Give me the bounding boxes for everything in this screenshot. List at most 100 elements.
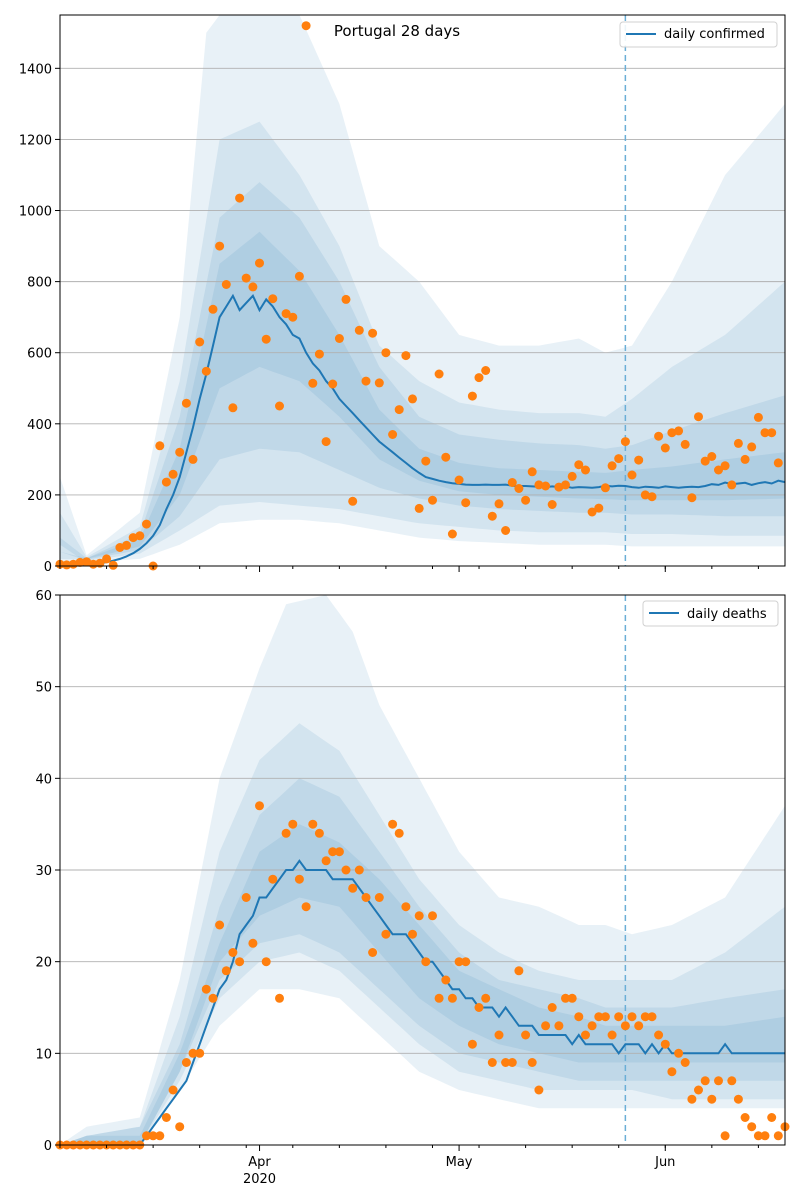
observed-point: [527, 467, 537, 477]
observed-point: [494, 1030, 504, 1040]
chart-title: Portugal 28 days: [334, 22, 460, 40]
observed-point: [514, 484, 524, 493]
observed-point: [521, 495, 531, 505]
observed-point: [714, 1076, 723, 1086]
y-tick-label: 50: [35, 681, 52, 696]
observed-point: [168, 1085, 178, 1095]
observed-point: [753, 412, 763, 422]
observed-point: [241, 273, 251, 283]
observed-point: [401, 351, 411, 361]
observed-point: [195, 1048, 205, 1058]
y-tick-label: 1000: [19, 205, 52, 220]
observed-point: [687, 1094, 697, 1104]
observed-point: [348, 883, 358, 893]
observed-point: [341, 865, 351, 875]
observed-point: [654, 1030, 664, 1040]
observed-point: [75, 557, 85, 567]
observed-point: [561, 993, 570, 1003]
observed-point: [175, 1122, 185, 1132]
observed-point: [647, 492, 657, 502]
observed-point: [481, 993, 491, 1003]
observed-point: [507, 1058, 517, 1067]
observed-point: [680, 1058, 690, 1067]
observed-point: [447, 993, 457, 1003]
observed-point: [175, 447, 185, 457]
y-tick-label: 800: [27, 276, 52, 291]
observed-point: [773, 458, 783, 468]
observed-point: [727, 1076, 737, 1086]
observed-point: [408, 394, 417, 404]
observed-point: [534, 480, 544, 490]
observed-point: [181, 1058, 191, 1067]
observed-point: [740, 1113, 750, 1122]
observed-point: [581, 465, 590, 475]
observed-point: [228, 403, 238, 413]
observed-point: [720, 461, 730, 471]
observed-point: [208, 304, 218, 314]
observed-point: [275, 401, 284, 411]
observed-point: [381, 929, 391, 939]
uncertainty-band-2: [60, 182, 785, 560]
observed-point: [281, 309, 291, 319]
observed-point: [288, 819, 298, 829]
observed-point: [394, 405, 404, 415]
observed-point: [547, 1003, 557, 1012]
observed-point: [368, 328, 378, 338]
observed-point: [421, 456, 431, 466]
observed-point: [414, 911, 424, 921]
observed-point: [587, 507, 597, 517]
observed-point: [467, 1039, 477, 1049]
observed-point: [188, 1048, 198, 1058]
legend-label: daily confirmed: [664, 27, 765, 42]
observed-point: [507, 478, 517, 487]
confirmed-legend: daily confirmed: [619, 21, 778, 48]
observed-point: [228, 948, 238, 957]
observed-point: [634, 455, 644, 465]
observed-point: [474, 1003, 484, 1012]
uncertainty-band-3: [60, 231, 785, 563]
observed-point: [161, 477, 171, 487]
y-tick-label: 1400: [19, 62, 52, 77]
observed-point: [514, 966, 524, 976]
y-tick-label: 20: [35, 956, 52, 971]
observed-point: [620, 437, 630, 447]
observed-point: [760, 428, 770, 438]
observed-point: [627, 1012, 637, 1022]
observed-point: [707, 452, 717, 461]
observed-point: [328, 379, 338, 389]
observed-point: [487, 1058, 497, 1067]
uncertainty-band-0: [60, 15, 785, 563]
observed-point: [334, 847, 344, 857]
observed-point: [720, 1131, 730, 1141]
observed-point: [614, 1012, 624, 1022]
y-tick-label: 200: [27, 489, 52, 504]
observed-point: [674, 426, 684, 436]
observed-point: [614, 454, 624, 464]
observed-point: [654, 431, 664, 441]
y-tick-label: 30: [35, 864, 52, 879]
uncertainty-band-1: [60, 723, 785, 1145]
observed-point: [368, 948, 378, 957]
observed-point: [314, 349, 324, 359]
observed-point: [155, 441, 165, 451]
observed-point: [600, 483, 610, 493]
observed-point: [261, 957, 271, 967]
observed-point: [215, 241, 225, 251]
observed-point: [607, 461, 617, 471]
observed-point: [454, 957, 464, 967]
observed-point: [374, 378, 384, 388]
observed-point: [640, 1012, 650, 1022]
observed-point: [354, 325, 364, 335]
observed-point: [161, 1113, 171, 1122]
observed-point: [181, 398, 191, 408]
observed-point: [561, 480, 570, 490]
observed-point: [248, 938, 258, 948]
observed-point: [687, 493, 697, 503]
y-tick-label: 400: [27, 418, 52, 433]
observed-point: [95, 558, 105, 568]
x-tick-label: Apr: [248, 1155, 271, 1170]
x-tick-label: May: [446, 1155, 473, 1170]
observed-point: [707, 1094, 717, 1104]
uncertainty-band-3: [60, 824, 785, 1145]
